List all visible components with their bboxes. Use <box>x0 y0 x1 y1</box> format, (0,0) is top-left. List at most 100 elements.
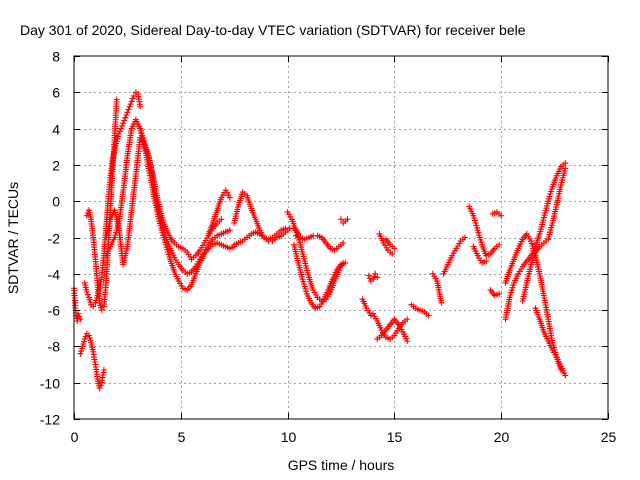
data-point <box>124 109 131 116</box>
y-tick-label: 2 <box>52 158 60 174</box>
data-point <box>389 250 396 257</box>
data-point <box>340 239 347 246</box>
series-arc-16 <box>365 270 381 285</box>
y-tick-label: -6 <box>48 303 61 319</box>
data-point <box>365 272 372 279</box>
series-arc-27 <box>489 209 505 219</box>
data-point <box>81 336 88 343</box>
series-arc-2 <box>77 330 107 392</box>
x-tick-label: 5 <box>178 429 186 445</box>
series-arc-8 <box>205 187 233 237</box>
data-point <box>404 316 411 323</box>
x-tick-label: 0 <box>71 429 79 445</box>
data-point <box>77 316 84 323</box>
data-point <box>97 382 104 389</box>
x-tick-label: 25 <box>601 429 617 445</box>
series-arc-26 <box>487 287 503 299</box>
data-point <box>122 114 129 121</box>
data-point <box>121 117 128 124</box>
data-point <box>498 212 505 219</box>
data-point <box>127 101 134 108</box>
data-point <box>562 372 569 379</box>
data-point <box>120 120 127 127</box>
data-point <box>226 227 233 234</box>
data-point <box>366 275 373 282</box>
data-point <box>100 367 107 373</box>
data-point <box>338 216 344 223</box>
data-point <box>90 303 97 310</box>
data-point <box>496 241 503 248</box>
data-point <box>438 299 445 306</box>
series-arc-1 <box>71 285 84 324</box>
data-point <box>425 312 432 319</box>
y-axis-tick-labels: -12 -10 -8 -6 -4 -2 0 2 4 6 8 <box>40 49 60 428</box>
data-point <box>562 165 569 172</box>
data-point <box>342 259 349 266</box>
data-point <box>125 106 132 113</box>
y-tick-label: -12 <box>40 412 60 428</box>
data-point <box>113 96 120 103</box>
data-point <box>496 290 503 297</box>
data-point <box>374 274 381 281</box>
data-point <box>83 288 90 295</box>
data-point <box>76 313 83 320</box>
data-point <box>130 92 137 99</box>
axis-ticks <box>74 56 609 420</box>
data-point <box>483 258 490 265</box>
data-point <box>119 122 126 129</box>
series-arc-28 <box>502 160 569 323</box>
series-arc-24 <box>466 203 503 259</box>
series-arc-21 <box>408 301 432 319</box>
data-point <box>137 103 144 110</box>
x-axis-label: GPS time / hours <box>288 457 395 473</box>
series-arc-22 <box>429 270 445 306</box>
y-tick-label: -4 <box>48 267 61 283</box>
series-arc-10 <box>231 225 289 248</box>
series-arc-13 <box>293 232 347 254</box>
data-point <box>82 333 89 340</box>
series-arc-12 <box>291 241 349 312</box>
y-tick-label: 4 <box>52 122 60 138</box>
x-tick-label: 20 <box>494 429 510 445</box>
data-point <box>372 270 379 277</box>
data-point <box>370 276 376 283</box>
series-arc-31 <box>532 305 569 379</box>
series-arc-14 <box>338 216 351 226</box>
series-arc-18 <box>374 316 411 344</box>
series-arc-9 <box>231 189 302 245</box>
x-tick-label: 10 <box>281 429 297 445</box>
chart-title: Day 301 of 2020, Sidereal Day-to-day VTE… <box>20 22 526 38</box>
y-tick-label: -8 <box>48 339 61 355</box>
data-point <box>123 112 130 118</box>
data-point <box>129 95 136 102</box>
y-tick-label: 8 <box>52 49 60 65</box>
data-points <box>71 89 569 392</box>
x-axis-tick-labels: 0 5 10 15 20 25 <box>71 429 617 445</box>
series-arc-25 <box>470 243 490 266</box>
series-arc-20 <box>382 236 398 252</box>
y-tick-label: -2 <box>48 231 61 247</box>
data-point <box>83 212 90 219</box>
data-point <box>128 98 135 105</box>
series-arc-19 <box>376 230 396 257</box>
series-arc-4 <box>83 96 120 314</box>
data-point <box>115 131 122 137</box>
y-tick-label: 0 <box>52 194 60 210</box>
data-point <box>98 307 105 314</box>
data-point <box>371 273 378 280</box>
series-arc-23 <box>440 234 468 277</box>
data-point <box>562 160 569 167</box>
y-axis-label: SDTVAR / TECUs <box>5 182 21 294</box>
y-tick-label: 6 <box>52 85 60 101</box>
data-point <box>404 338 411 344</box>
data-point <box>96 385 103 392</box>
data-point <box>282 225 289 232</box>
data-point <box>461 234 468 241</box>
data-point <box>126 103 133 110</box>
series-arc-15 <box>359 296 374 319</box>
series-arc-30 <box>519 165 569 304</box>
grid-lines <box>74 56 608 419</box>
data-point <box>391 245 398 252</box>
y-tick-label: -10 <box>40 376 60 392</box>
